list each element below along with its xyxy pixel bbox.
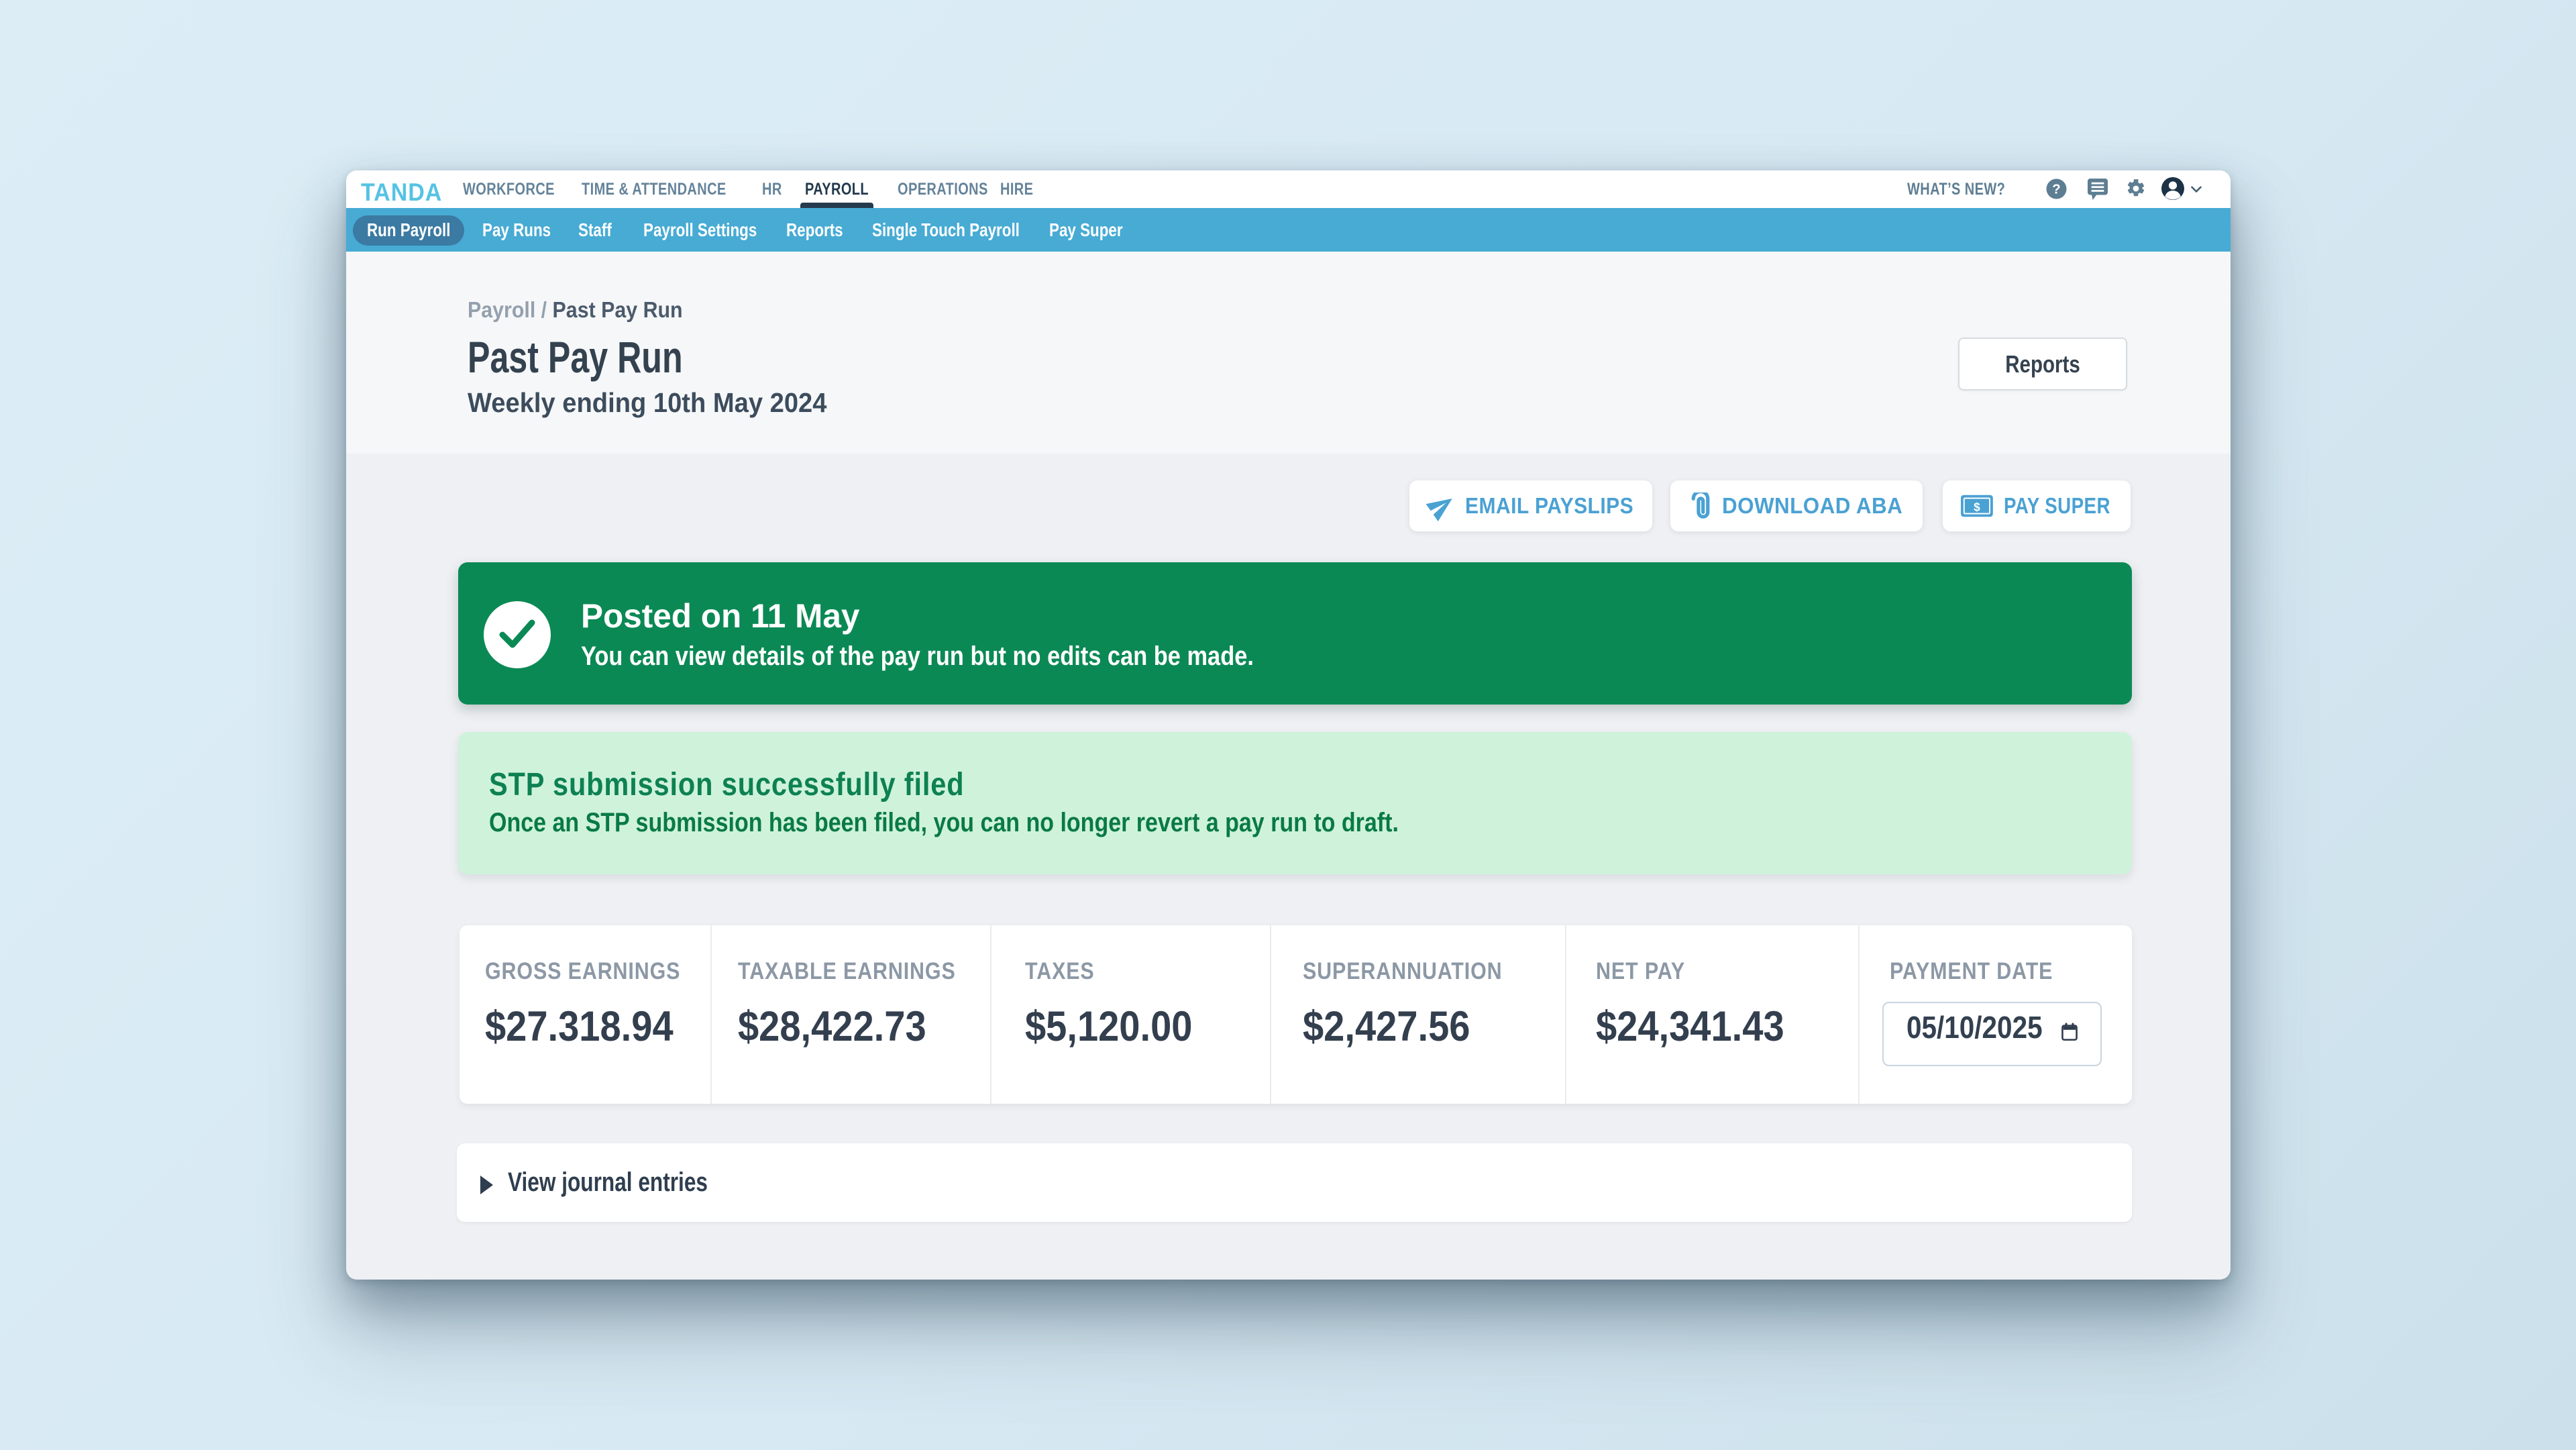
svg-text:$: $ (1974, 501, 1980, 514)
svg-text:?: ? (2052, 182, 2060, 197)
